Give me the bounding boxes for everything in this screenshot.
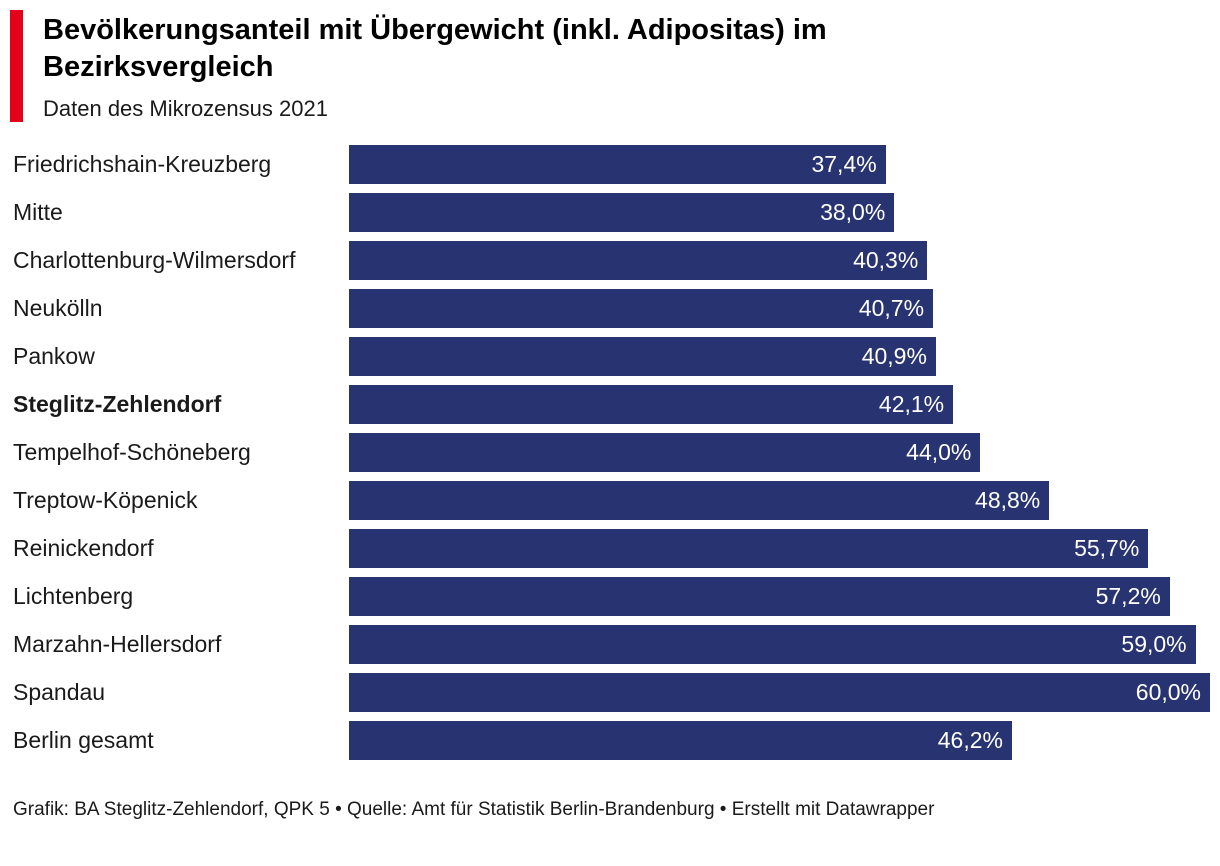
bar-row: Treptow-Köpenick 48,8% [13,481,1210,529]
value-label: 42,1% [878,391,945,417]
category-label: Charlottenburg-Wilmersdorf [13,247,296,273]
bar-track: 42,1% [349,385,1210,424]
header-text: Bevölkerungsanteil mit Übergewicht (inkl… [23,10,1003,122]
value-label: 57,2% [1095,583,1161,609]
bar-track: 40,9% [349,337,1210,376]
bar-track: 57,2% [349,577,1210,616]
bar-chart: Friedrichshain-Kreuzberg 37,4% Mitte 38,0% C… [13,145,1210,769]
value-label: 48,8% [975,487,1041,513]
bar[interactable]: 38,0% [349,193,895,232]
bar[interactable]: 40,7% [349,289,934,328]
value-label: 40,7% [858,295,925,321]
bar[interactable]: 46,2% [349,721,1012,760]
bar-track: 55,7% [349,529,1210,568]
bar-track: 59,0% [349,625,1210,664]
bar[interactable]: 42,1% [349,385,954,424]
bar[interactable]: 48,8% [349,481,1050,520]
bar-row: Spandau 60,0% [13,673,1210,721]
category-label: Spandau [13,679,106,705]
category-label: Mitte [13,199,63,225]
bar-track: 48,8% [349,481,1210,520]
category-label: Lichtenberg [13,583,134,609]
value-label: 46,2% [937,727,1003,753]
value-label: 60,0% [1135,679,1201,705]
category-label: Friedrichshain-Kreuzberg [13,151,272,177]
bar[interactable]: 40,9% [349,337,936,376]
bar-row: Tempelhof-Schöneberg 44,0% [13,433,1210,481]
bar-row: Lichtenberg 57,2% [13,577,1210,625]
bar-row: Neukölln 40,7% [13,289,1210,337]
value-label: 40,9% [861,343,927,369]
chart-title: Bevölkerungsanteil mit Übergewicht (inkl… [43,14,827,83]
value-label: 37,4% [811,151,877,177]
chart-header: Bevölkerungsanteil mit Übergewicht (inkl… [10,10,1210,122]
value-label: 59,0% [1121,631,1187,657]
chart-footer: Grafik: BA Steglitz-Zehlendorf, QPK 5 • … [13,799,935,820]
category-label: Pankow [13,343,95,369]
bar[interactable]: 60,0% [349,673,1210,712]
bar[interactable]: 37,4% [349,145,886,184]
bar-track: 38,0% [349,193,1210,232]
bar-row: Berlin gesamt 46,2% [13,721,1210,769]
bar-row: Pankow 40,9% [13,337,1210,385]
bar-track: 60,0% [349,673,1210,712]
bar-track: 44,0% [349,433,1210,472]
bar-row: Marzahn-Hellersdorf 59,0% [13,625,1210,673]
category-label: Tempelhof-Schöneberg [13,439,251,465]
bar-track: 40,7% [349,289,1210,328]
bar-row: Steglitz-Zehlendorf 42,1% [13,385,1210,433]
chart-container: Bevölkerungsanteil mit Übergewicht (inkl… [0,10,1220,866]
bar-track: 40,3% [349,241,1210,280]
category-label: Reinickendorf [13,535,154,561]
bar[interactable]: 57,2% [349,577,1170,616]
category-label: Marzahn-Hellersdorf [13,631,222,657]
category-label: Berlin gesamt [13,727,154,753]
bar[interactable]: 55,7% [349,529,1149,568]
bar-row: Mitte 38,0% [13,193,1210,241]
category-label: Neukölln [13,295,103,321]
value-label: 38,0% [820,199,886,225]
value-label: 55,7% [1074,535,1140,561]
value-label: 44,0% [906,439,972,465]
category-label: Steglitz-Zehlendorf [13,391,222,417]
bar[interactable]: 59,0% [349,625,1196,664]
chart-subtitle: Daten des Mikrozensus 2021 [43,96,328,121]
bar-track: 46,2% [349,721,1210,760]
bar-row: Reinickendorf 55,7% [13,529,1210,577]
bar-row: Charlottenburg-Wilmersdorf 40,3% [13,241,1210,289]
title-accent-bar [10,10,23,122]
bar-row: Friedrichshain-Kreuzberg 37,4% [13,145,1210,193]
value-label: 40,3% [853,247,919,273]
bar[interactable]: 44,0% [349,433,981,472]
bar[interactable]: 40,3% [349,241,928,280]
category-label: Treptow-Köpenick [13,487,198,513]
bar-track: 37,4% [349,145,1210,184]
